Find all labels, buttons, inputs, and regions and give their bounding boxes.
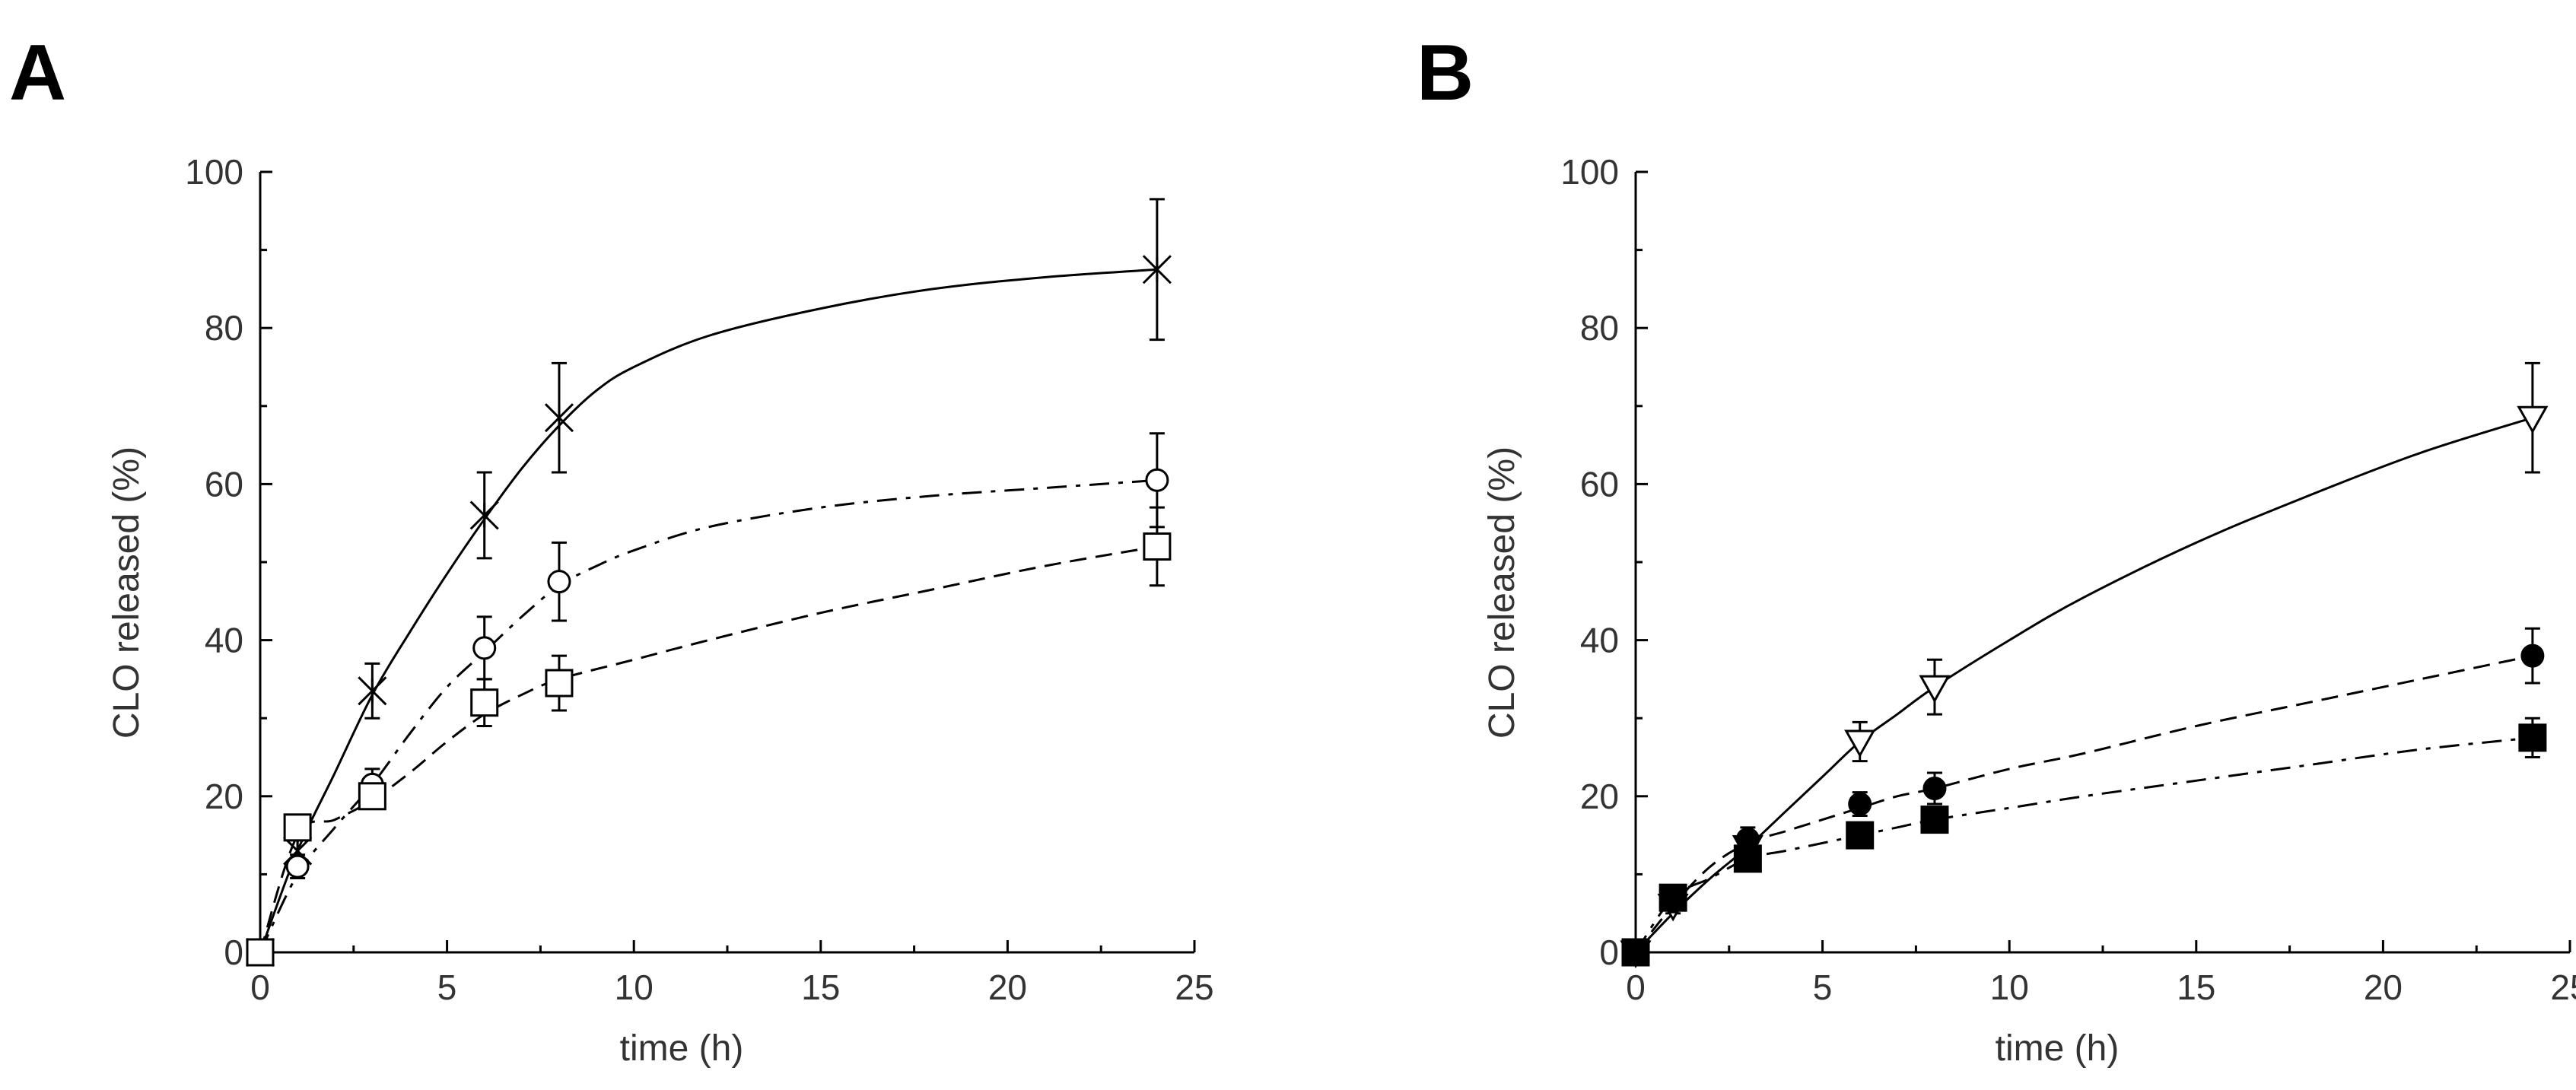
data-point-open-square [246,938,275,967]
data-point-filled-square [1658,883,1687,912]
y-tick-label: 0 [224,933,243,972]
series-line-open-circle [259,478,1158,953]
data-point-open-circle [285,854,310,879]
data-point-filled-square [1733,844,1762,873]
series-line-cross [259,268,1158,953]
y-tick-label: 60 [205,464,243,504]
data-point-open-circle [547,570,571,594]
data-point-cross [544,403,574,433]
series-line-filled-square [1634,736,2533,953]
chart-panel-a: 0 20 40 60 80 100 0 5 10 15 20 25 time (h) CLO releas… [107,152,1214,1069]
x-tick-label: 0 [250,968,270,1007]
y-tick-label: 80 [1580,308,1619,348]
data-point-open-triangle [1844,729,1876,758]
data-point-filled-circle [1922,777,1947,801]
x-tick-label: 20 [2364,968,2403,1007]
y-tick-label: 20 [1580,777,1619,816]
x-tick-label: 15 [801,968,840,1007]
series-open-square [246,506,1172,967]
data-point-cross [469,501,499,530]
y-tick-label: 20 [205,777,243,816]
y-axis-title: CLO released (%) [1482,446,1522,739]
data-point-cross [1142,255,1172,284]
data-point-cross [358,676,387,706]
y-axis-title: CLO released (%) [107,446,147,739]
series-filled-square [1621,717,2547,967]
data-point-open-triangle [1919,675,1951,704]
series-line-filled-circle [1634,654,2533,953]
data-point-filled-circle [2520,644,2545,668]
data-point-open-square [470,688,499,717]
series-open-circle [248,432,1169,964]
y-tick-label: 40 [1580,621,1619,660]
data-point-open-triangle [2517,405,2549,434]
x-tick-label: 25 [2550,968,2576,1007]
data-point-filled-square [1920,806,1949,834]
data-point-open-square [283,813,312,842]
y-tick-label: 100 [185,152,243,192]
x-tick-label: 5 [437,968,457,1007]
data-point-open-square [545,669,574,698]
data-point-filled-square [2518,723,2547,752]
panel-letter-a: A [9,29,67,117]
x-tick-label: 20 [988,968,1027,1007]
y-tick-label: 80 [205,308,243,348]
x-tick-label: 25 [1175,968,1213,1007]
series-filled-circle [1624,627,2545,964]
data-point-open-square [358,782,386,811]
x-axis-title: time (h) [620,1028,744,1069]
x-tick-label: 10 [1990,968,2029,1007]
x-tick-label: 5 [1813,968,1833,1007]
data-point-open-circle [1145,468,1169,492]
chart-panel-b: 0 20 40 60 80 100 0 5 10 15 20 25 time (h) CLO releas… [1482,152,2576,1069]
y-tick-label: 0 [1599,933,1619,972]
y-tick-label: 40 [205,621,243,660]
panel-letter-b: B [1417,29,1474,117]
data-point-open-circle [472,636,497,660]
x-tick-label: 10 [615,968,654,1007]
y-tick-label: 100 [1560,152,1619,192]
series-line-open-square [259,545,1158,953]
series-open-triangle [1620,361,2549,969]
series-cross [245,198,1172,968]
data-point-filled-square [1621,938,1650,967]
data-point-filled-circle [1848,792,1872,816]
x-axis-title: time (h) [1996,1028,2120,1069]
data-point-open-square [1143,532,1172,561]
x-tick-label: 0 [1626,968,1646,1007]
y-tick-label: 60 [1580,464,1619,504]
series-line-open-triangle [1634,416,2533,954]
data-point-filled-square [1846,821,1875,850]
x-tick-label: 15 [2177,968,2215,1007]
